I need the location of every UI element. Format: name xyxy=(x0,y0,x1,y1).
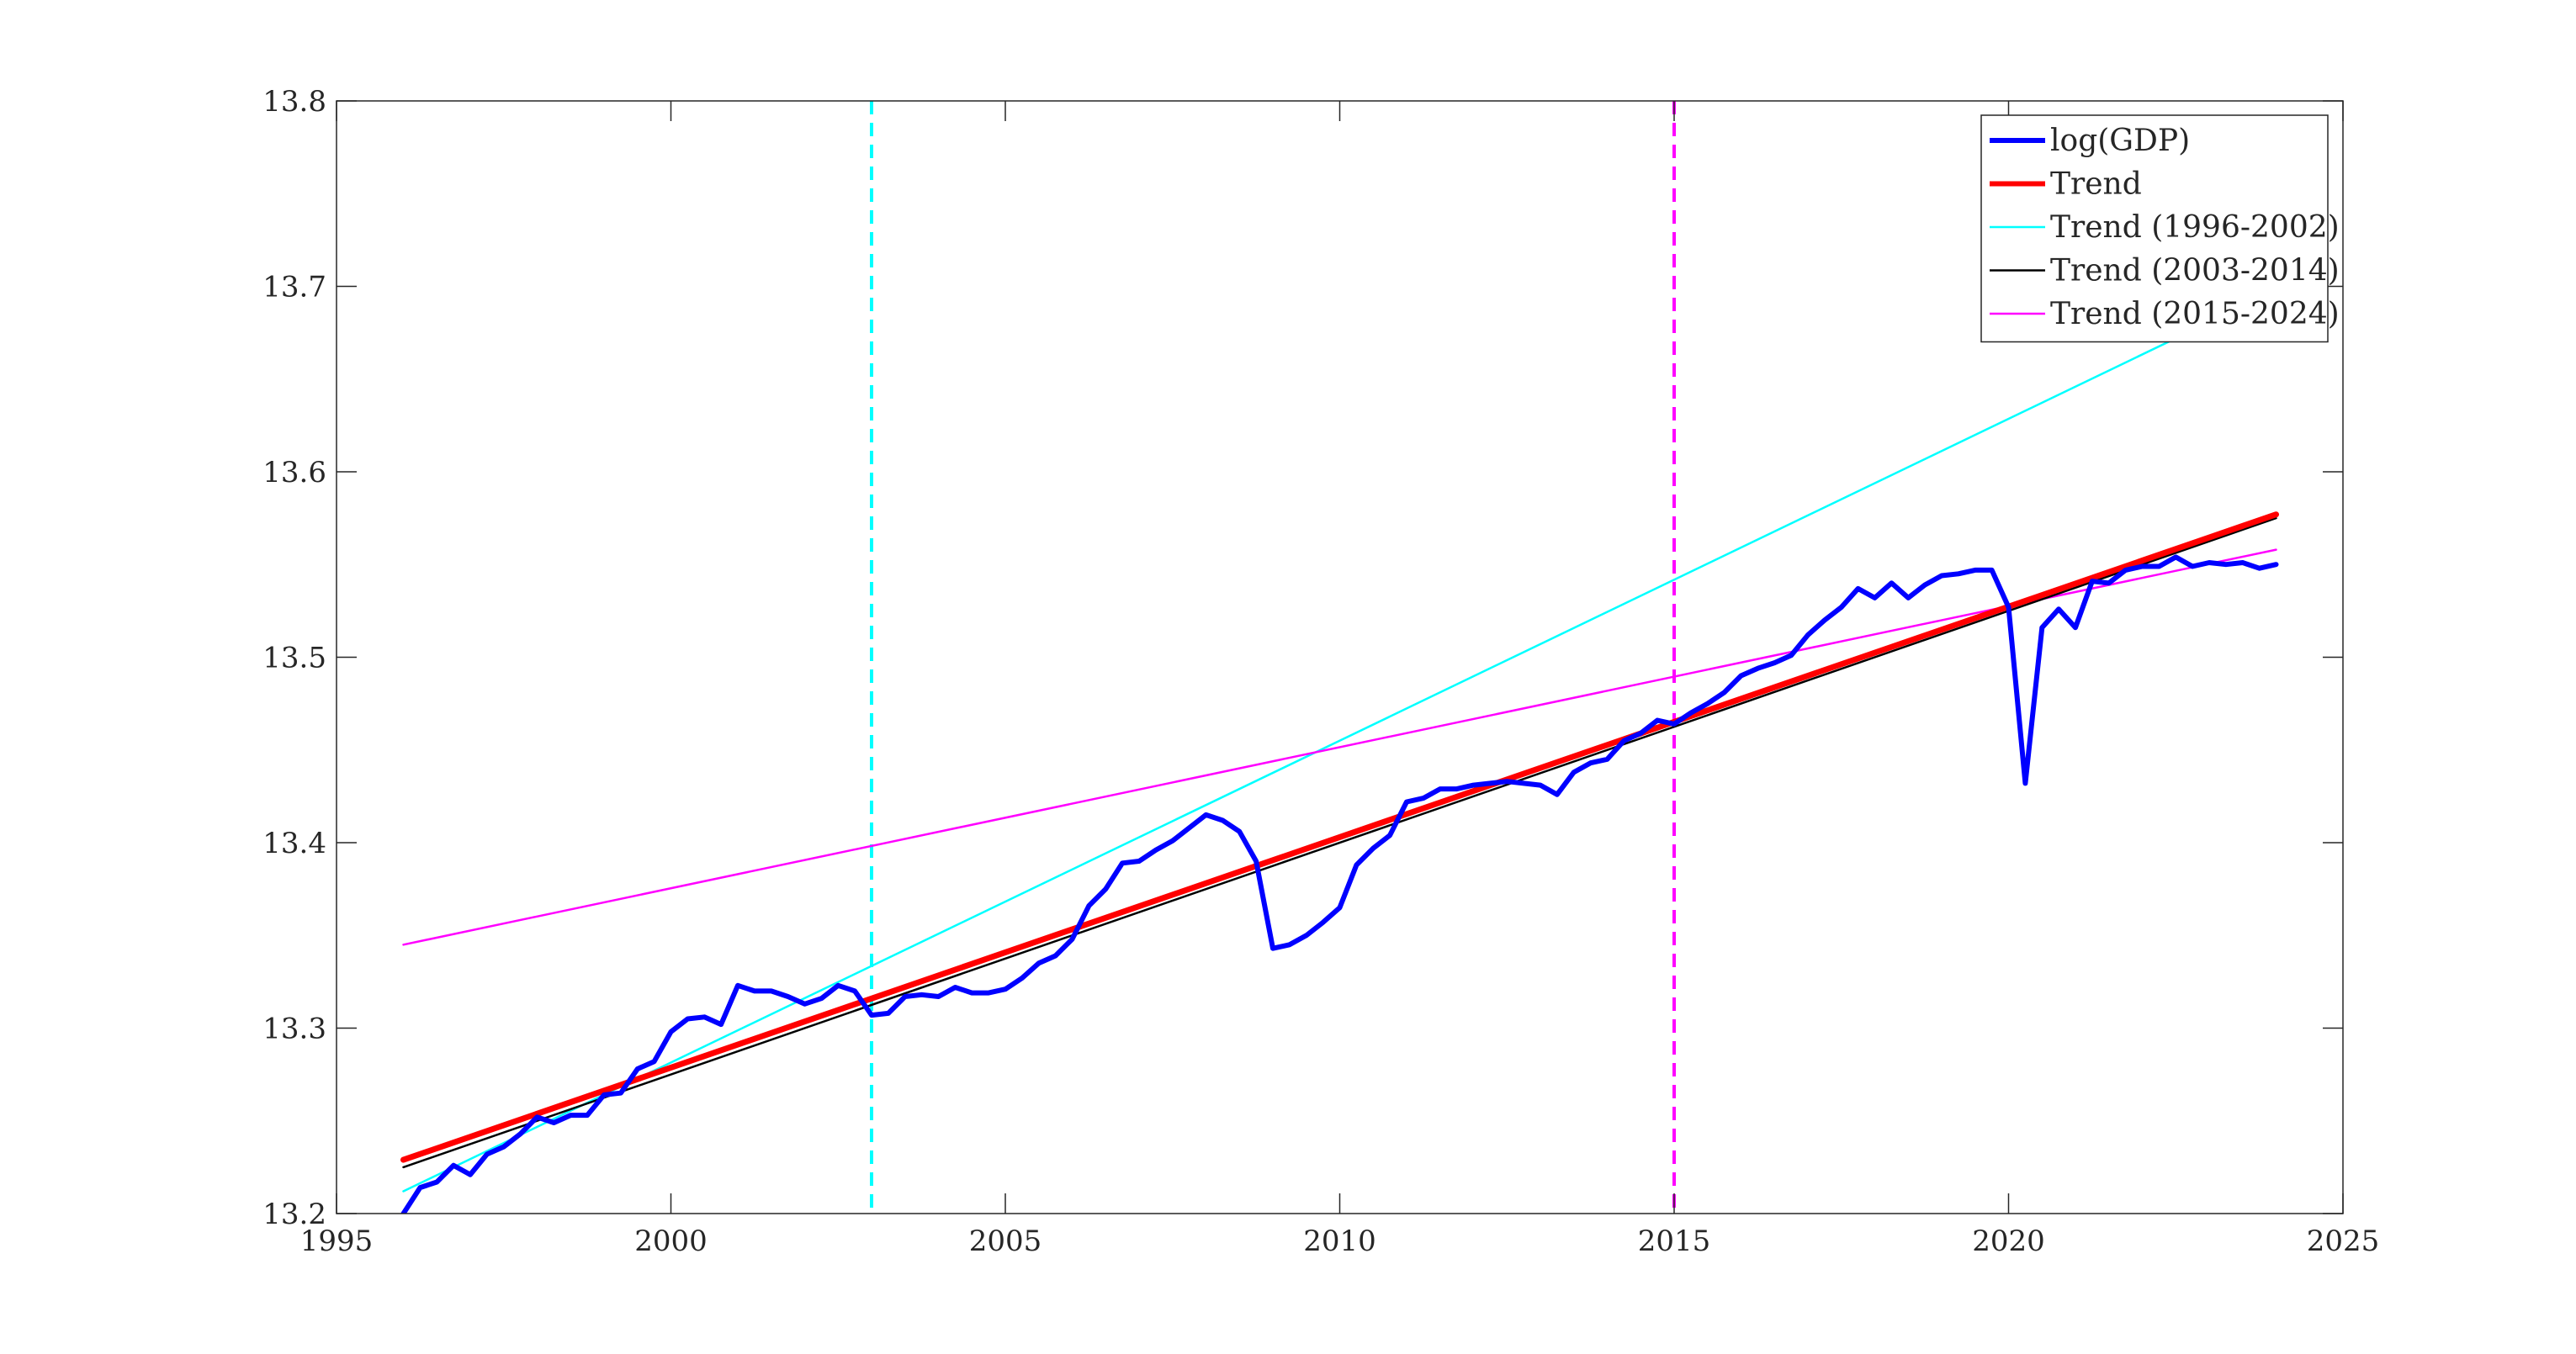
legend-label-trend-2015-2024: Trend (2015-2024) xyxy=(2050,297,2340,331)
y-tick-label: 13.8 xyxy=(262,85,326,119)
series-log-gdp xyxy=(400,554,2279,1214)
x-tick-label: 2025 xyxy=(2307,1224,2380,1258)
axis-ticks xyxy=(336,100,2344,1214)
legend-label-log-gdp: log(GDP) xyxy=(2050,124,2190,158)
legend-label-trend: Trend xyxy=(2050,167,2142,202)
legend: log(GDP) Trend Trend (1996-2002) Trend (200… xyxy=(1980,114,2340,343)
series-trend-2003-2014 xyxy=(402,516,2277,1169)
y-tick-label: 13.6 xyxy=(262,456,326,489)
y-tick-label: 13.4 xyxy=(262,827,326,860)
y-tick-label: 13.7 xyxy=(262,271,326,304)
series-trend xyxy=(400,511,2279,1163)
x-tick-label: 2015 xyxy=(1638,1224,1711,1258)
series-layer xyxy=(400,288,2279,1214)
x-tick-label: 2005 xyxy=(969,1224,1042,1258)
axis-tick-labels: 1995 2000 2005 2010 2015 2020 2025 13.2 13.3 13.4… xyxy=(262,85,2379,1258)
x-tick-label: 2010 xyxy=(1303,1224,1376,1258)
vertical-marker-lines xyxy=(870,101,1676,1214)
x-tick-label: 1995 xyxy=(300,1224,374,1258)
x-tick-label: 2020 xyxy=(1972,1224,2045,1258)
y-tick-label: 13.2 xyxy=(262,1198,326,1231)
legend-label-trend-2003-2014: Trend (2003-2014) xyxy=(2050,254,2340,288)
y-tick-label: 13.5 xyxy=(262,642,326,675)
x-tick-label: 2000 xyxy=(634,1224,708,1258)
legend-box xyxy=(1980,114,2329,343)
series-trend-2015-2024 xyxy=(402,548,2277,946)
y-tick-label: 13.3 xyxy=(262,1013,326,1046)
legend-label-trend-1996-2002: Trend (1996-2002) xyxy=(2050,210,2340,245)
series-trend-1996-2002 xyxy=(402,288,2277,1193)
